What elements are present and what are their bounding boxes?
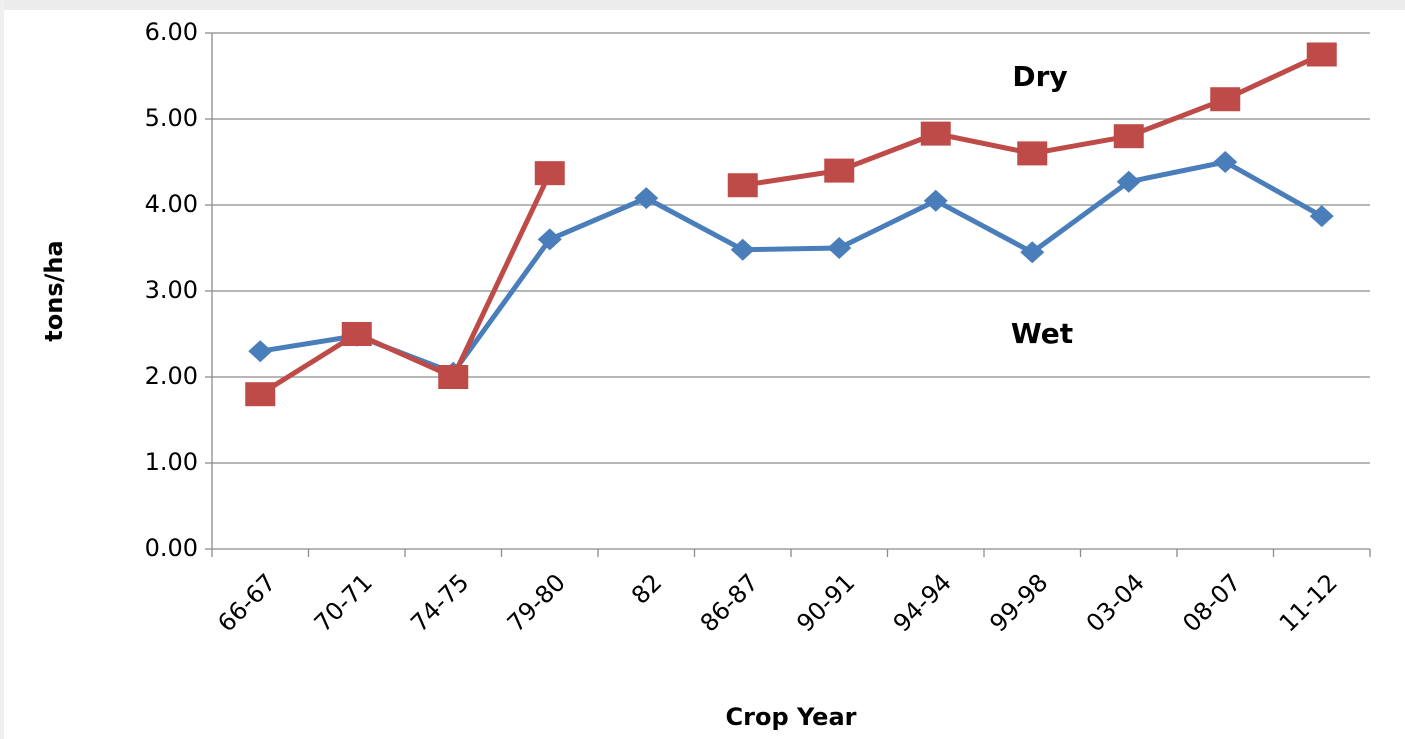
marker — [827, 237, 852, 259]
marker — [824, 158, 855, 183]
y-tick-label: 4.00 — [145, 190, 198, 218]
y-axis-title: tons/ha — [40, 240, 68, 341]
series-annotation: Wet — [1011, 317, 1073, 350]
x-tick-label: 66-67 — [212, 568, 281, 637]
marker — [1020, 241, 1045, 264]
top-strip — [0, 0, 1405, 10]
marker — [634, 187, 659, 210]
y-tick-label: 3.00 — [145, 276, 198, 304]
marker — [1213, 151, 1238, 173]
marker — [248, 340, 273, 363]
x-tick-label: 03-04 — [1081, 568, 1150, 637]
marker — [923, 189, 948, 212]
left-strip — [0, 0, 4, 739]
x-tick-label: 99-98 — [984, 568, 1053, 637]
x-tick-label: 90-91 — [791, 568, 860, 637]
x-tick-label: 86-87 — [695, 568, 764, 637]
marker — [534, 161, 565, 186]
x-tick-label: 82 — [626, 568, 667, 609]
marker — [920, 121, 951, 146]
marker — [1116, 170, 1141, 193]
x-tick-label: 79-80 — [502, 568, 571, 637]
marker — [245, 382, 276, 407]
marker — [1017, 141, 1048, 166]
x-tick-label: 08-07 — [1177, 568, 1246, 637]
series-line — [258, 172, 553, 397]
x-tick-label: 70-71 — [309, 568, 378, 637]
series-line — [259, 159, 1323, 376]
marker — [730, 238, 755, 261]
marker — [727, 173, 758, 198]
x-tick-label: 74-75 — [405, 568, 474, 637]
y-tick-label: 1.00 — [145, 448, 198, 476]
marker — [1309, 205, 1334, 228]
marker — [341, 322, 372, 346]
marker — [1210, 87, 1241, 112]
y-tick-label: 6.00 — [145, 18, 198, 46]
x-tick-label: 11-12 — [1274, 568, 1343, 637]
marker — [1113, 124, 1144, 149]
marker — [1306, 42, 1337, 67]
x-axis-title: Crop Year — [726, 703, 857, 731]
y-tick-label: 0.00 — [145, 534, 198, 562]
y-tick-label: 5.00 — [145, 104, 198, 132]
x-tick-label: 94-94 — [888, 568, 957, 637]
marker — [537, 228, 562, 251]
marker — [438, 365, 469, 389]
series-annotation: Dry — [1012, 60, 1067, 93]
y-tick-label: 2.00 — [145, 362, 198, 390]
